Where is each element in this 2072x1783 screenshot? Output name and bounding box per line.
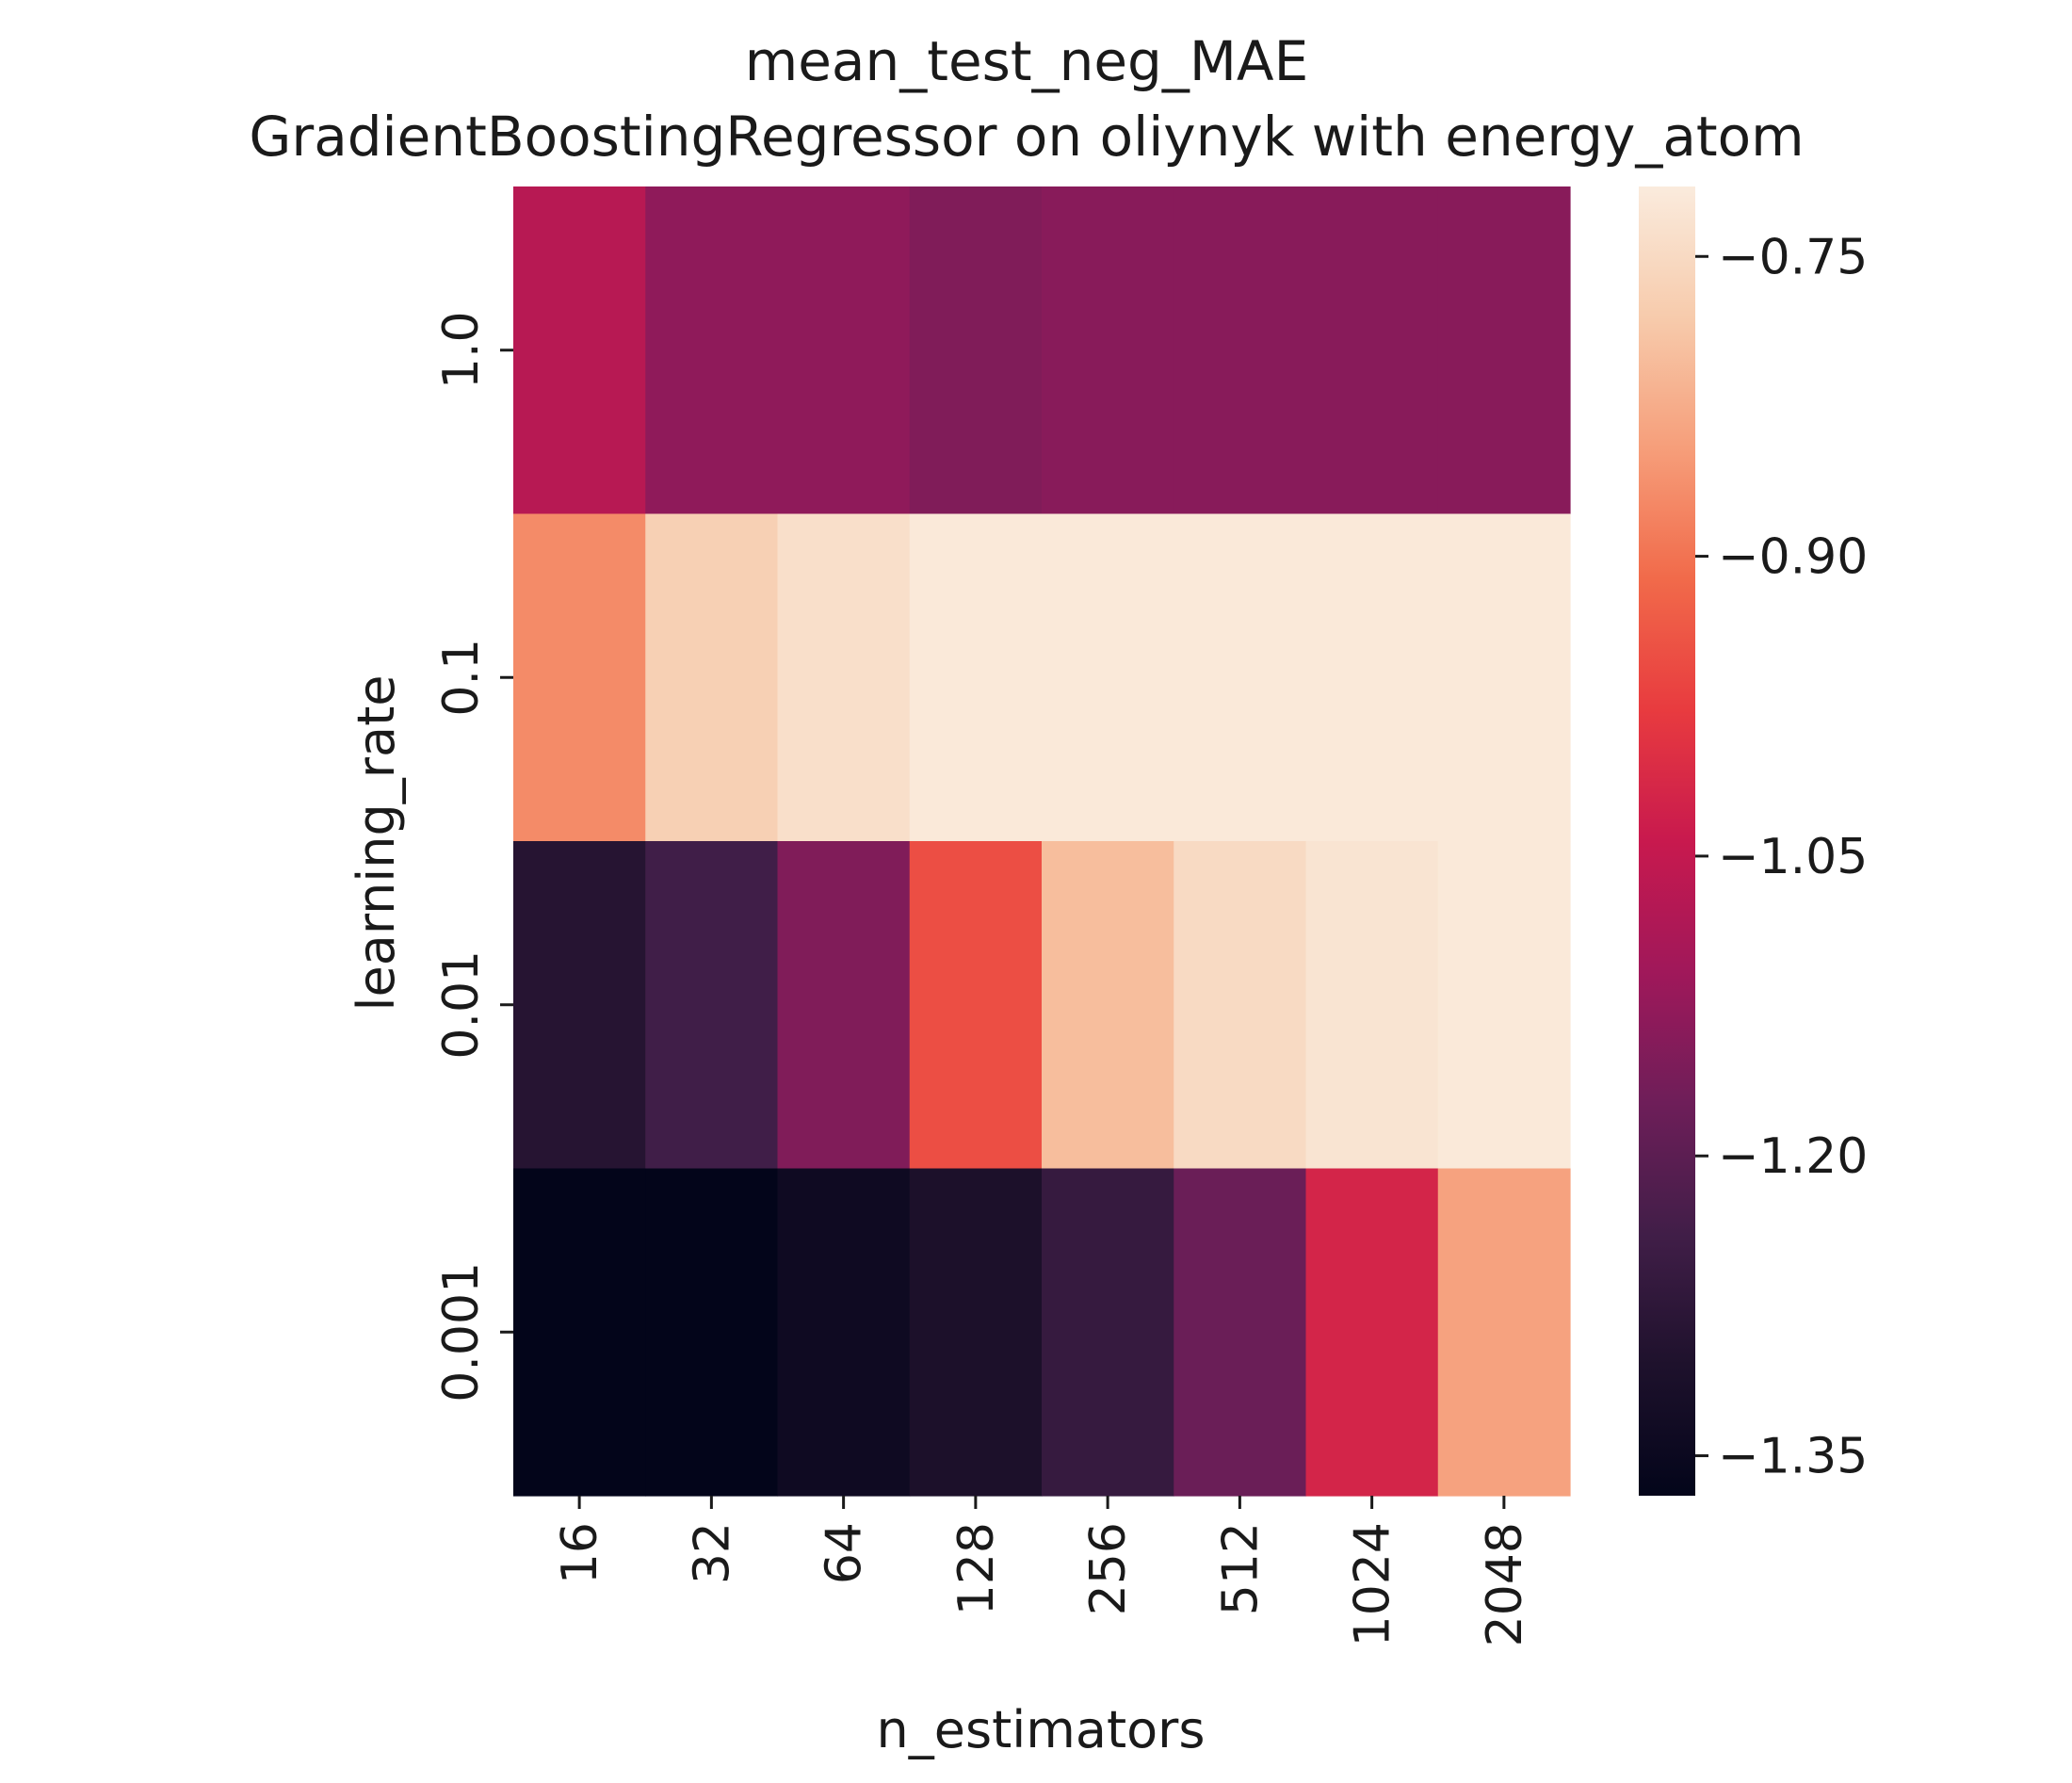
y-tick-label: 0.01 xyxy=(433,950,490,1060)
y-axis-ticks: 1.0 0.1 0.01 0.001 xyxy=(433,311,513,1402)
heatmap-cell xyxy=(513,1168,646,1497)
heatmap-cell xyxy=(909,841,1043,1170)
x-tick-label: 16 xyxy=(552,1522,608,1584)
x-tick-label: 1024 xyxy=(1345,1522,1401,1646)
x-tick-label: 512 xyxy=(1212,1522,1269,1615)
heatmap-cell xyxy=(1305,186,1439,515)
y-tick-label: 0.001 xyxy=(433,1262,490,1402)
colorbar-tick-label: −0.75 xyxy=(1718,229,1868,285)
chart-subtitle: GradientBoostingRegressor on oliynyk wit… xyxy=(249,105,1804,169)
heatmap-cell xyxy=(777,1168,911,1497)
x-tick-label: 128 xyxy=(948,1522,1005,1615)
heatmap-cell xyxy=(645,513,779,842)
heatmap-cell xyxy=(645,1168,779,1497)
y-tick-label: 1.0 xyxy=(433,311,490,389)
heatmap-cell xyxy=(1042,186,1174,515)
heatmap-cell xyxy=(513,513,646,842)
heatmap-cell xyxy=(909,1168,1043,1497)
heatmap-cell xyxy=(777,513,911,842)
heatmap-cell xyxy=(1437,1168,1571,1497)
heatmap-cell xyxy=(1305,513,1439,842)
x-axis-label: n_estimators xyxy=(877,1700,1206,1759)
heatmap-cell xyxy=(513,186,646,515)
heatmap-cell xyxy=(645,841,779,1170)
heatmap-cell xyxy=(1042,513,1174,842)
colorbar-tick-label: −0.90 xyxy=(1718,529,1868,586)
heatmap-cell xyxy=(1174,841,1307,1170)
heatmap-cell xyxy=(1437,513,1571,842)
colorbar xyxy=(1639,186,1695,1496)
heatmap-cell xyxy=(1174,1168,1307,1497)
heatmap-cell xyxy=(777,841,911,1170)
heatmap-cell xyxy=(513,841,646,1170)
colorbar-tick-label: −1.05 xyxy=(1718,829,1868,885)
colorbar-tick-label: −1.20 xyxy=(1718,1128,1868,1185)
heatmap-cell xyxy=(1305,1168,1439,1497)
heatmap-cell xyxy=(1042,841,1174,1170)
heatmap-cell xyxy=(1042,1168,1174,1497)
heatmap-cell xyxy=(909,186,1043,515)
colorbar-ticks: −0.75 −0.90 −1.05 −1.20 −1.35 xyxy=(1695,229,1868,1485)
x-tick-label: 64 xyxy=(817,1522,873,1584)
heatmap-cell xyxy=(909,513,1043,842)
y-tick-label: 0.1 xyxy=(433,639,490,717)
heatmap-cell xyxy=(1305,841,1439,1170)
x-tick-label: 256 xyxy=(1080,1522,1137,1615)
y-axis-label: learning_rate xyxy=(347,675,406,1012)
x-tick-label: 32 xyxy=(684,1522,740,1584)
colorbar-tick-label: −1.35 xyxy=(1718,1429,1868,1485)
heatmap-cell xyxy=(1174,513,1307,842)
heatmap-cell xyxy=(1437,186,1571,515)
heatmap-cell xyxy=(1437,841,1571,1170)
heatmap-grid xyxy=(513,186,1571,1497)
x-axis-ticks: 16 32 64 128 256 512 1024 2048 xyxy=(552,1496,1533,1646)
heatmap-cell xyxy=(777,186,911,515)
chart-title: mean_test_neg_MAE xyxy=(745,29,1309,93)
heatmap-cell xyxy=(645,186,779,515)
x-tick-label: 2048 xyxy=(1477,1522,1533,1646)
heatmap-cell xyxy=(1174,186,1307,515)
